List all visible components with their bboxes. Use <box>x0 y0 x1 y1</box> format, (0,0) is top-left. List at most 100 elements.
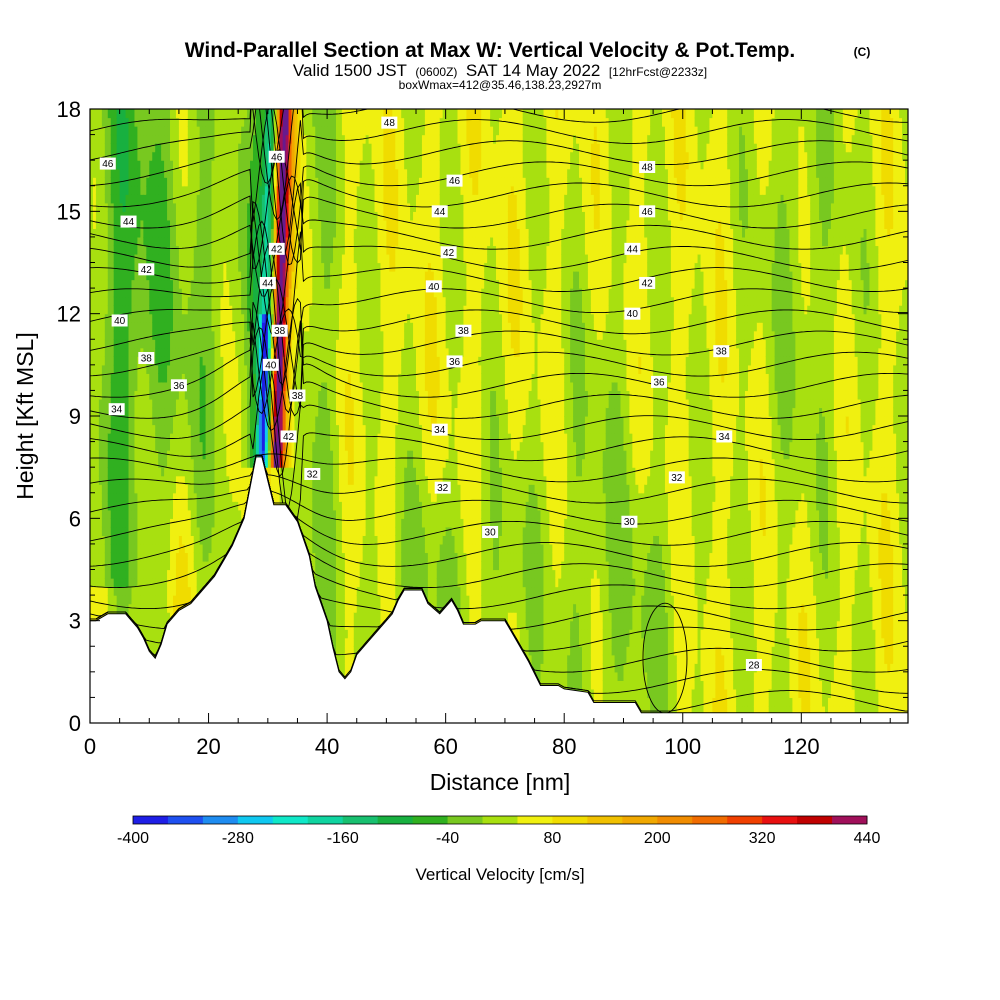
theta-contour-label: 46 <box>268 150 285 163</box>
colorbar-swatch <box>133 816 169 824</box>
theta-contour-label: 34 <box>431 423 448 436</box>
theta-contour-label: 34 <box>716 430 733 443</box>
colorbar-tick-label: 440 <box>854 830 881 847</box>
colorbar-swatch <box>517 816 553 824</box>
colorbar-swatch <box>727 816 763 824</box>
theta-contour <box>90 109 908 266</box>
colorbar-swatch <box>797 816 833 824</box>
theta-contour-label: 42 <box>639 276 656 289</box>
theta-contours <box>90 109 908 714</box>
theta-contour-label: 46 <box>99 157 116 170</box>
subtitle-date: SAT 14 May 2022 <box>466 61 601 80</box>
x-tick-label: 0 <box>84 734 96 759</box>
theta-contour-label: 42 <box>280 430 297 443</box>
theta-contour <box>90 357 908 519</box>
theta-contour-label: 36 <box>651 375 668 388</box>
chart-subtitle2: boxWmax=412@35.46,138.23,2927m <box>399 78 602 92</box>
colorbar-swatch <box>762 816 798 824</box>
theta-contour-label: 30 <box>621 515 638 528</box>
vertical-velocity-field <box>90 109 908 716</box>
theta-contour <box>90 148 908 269</box>
y-tick-label: 6 <box>69 506 81 531</box>
theta-contour-label: 42 <box>138 263 155 276</box>
theta-contour-label: 36 <box>446 355 463 368</box>
colorbar-tick-label: -40 <box>436 830 459 847</box>
theta-contour-label: 42 <box>268 242 285 255</box>
theta-contour <box>90 454 908 567</box>
colorbar-swatch <box>167 816 204 824</box>
theta-contour <box>90 454 908 589</box>
terrain <box>90 456 908 723</box>
x-tick-label: 120 <box>783 734 820 759</box>
theta-contour-label: 32 <box>304 467 321 480</box>
colorbar-swatch <box>307 816 344 824</box>
theta-contour-label: 48 <box>639 160 656 173</box>
theta-contour <box>90 453 908 483</box>
theta-contour <box>90 181 908 338</box>
theta-contour-label: 46 <box>639 205 656 218</box>
y-tick-label: 18 <box>57 97 81 122</box>
y-tick-label: 9 <box>69 404 81 429</box>
y-tick-label: 0 <box>69 711 81 736</box>
theta-contour-label: 46 <box>446 174 463 187</box>
theta-contour <box>90 326 908 509</box>
theta-contour <box>90 109 908 264</box>
theta-contour <box>90 220 908 414</box>
theta-contour-label: 32 <box>434 481 451 494</box>
chart-subtitle: Valid 1500 JST (0600Z) SAT 14 May 2022 [… <box>293 61 707 80</box>
theta-contour-label: 34 <box>108 403 125 416</box>
colorbar-swatch <box>272 816 309 824</box>
theta-contour <box>90 109 908 254</box>
theta-contour <box>90 109 908 221</box>
colorbar-swatch <box>482 816 518 824</box>
theta-contour-label: 42 <box>440 246 457 259</box>
colorbar-swatch <box>447 816 484 824</box>
plot-area: 46 44 42 40 38 36 34 48 46 42 44 38 40 38 42 32 46 44 42 40… <box>90 109 908 723</box>
colorbar-tick-label: 200 <box>644 830 671 847</box>
colorbar-label: Vertical Velocity [cm/s] <box>415 865 584 884</box>
theta-contour <box>90 297 908 432</box>
x-tick-label: 80 <box>552 734 576 759</box>
theta-contour-label: 48 <box>381 116 398 129</box>
theta-contour-label: 40 <box>111 314 128 327</box>
theta-contour-label: 30 <box>482 525 499 538</box>
theta-contour <box>90 278 908 409</box>
theta-contour <box>90 308 908 415</box>
colorbar-swatch <box>377 816 414 824</box>
colorbar-swatch <box>412 816 449 824</box>
theta-contour-label: 38 <box>455 324 472 337</box>
colorbar-swatch <box>552 816 588 824</box>
theta-contour <box>90 175 908 297</box>
theta-contour-label: 44 <box>431 205 448 218</box>
theta-contour-label: 44 <box>259 276 276 289</box>
theta-contour <box>90 454 908 546</box>
theta-contour-label: 32 <box>668 471 685 484</box>
theta-contour-labels: 46 44 42 40 38 36 34 48 46 42 44 38 40 38 42 32 46 44 42 40… <box>99 116 762 672</box>
subtitle-valid: Valid 1500 JST <box>293 61 407 80</box>
x-tick-label: 20 <box>196 734 220 759</box>
chart-title-suffix: (C) <box>854 45 871 59</box>
theta-contour <box>90 454 908 525</box>
y-axis-label: Height [Kft MSL] <box>12 332 38 499</box>
theta-contour-label: 28 <box>745 659 762 672</box>
x-axis-label: Distance [nm] <box>430 769 571 795</box>
colorbar-swatch <box>342 816 379 824</box>
subtitle-forecast: [12hrFcst@2233z] <box>609 65 707 79</box>
theta-contour-label: 38 <box>289 389 306 402</box>
colorbar-swatch <box>832 816 868 824</box>
theta-contour-label: 38 <box>271 324 288 337</box>
colorbar-tick-label: -160 <box>327 830 359 847</box>
colorbar-swatch <box>202 816 239 824</box>
colorbar-tick-label: -400 <box>117 830 149 847</box>
colorbar-swatch <box>622 816 658 824</box>
theta-contour <box>90 200 908 386</box>
y-tick-label: 12 <box>57 302 81 327</box>
theta-contour-label: 40 <box>262 358 279 371</box>
subtitle-utc: (0600Z) <box>415 65 457 79</box>
theta-contour-label: 40 <box>624 307 641 320</box>
y-tick-label: 3 <box>69 609 81 634</box>
colorbar-swatch <box>587 816 623 824</box>
chart-title: Wind-Parallel Section at Max W: Vertical… <box>185 39 796 62</box>
